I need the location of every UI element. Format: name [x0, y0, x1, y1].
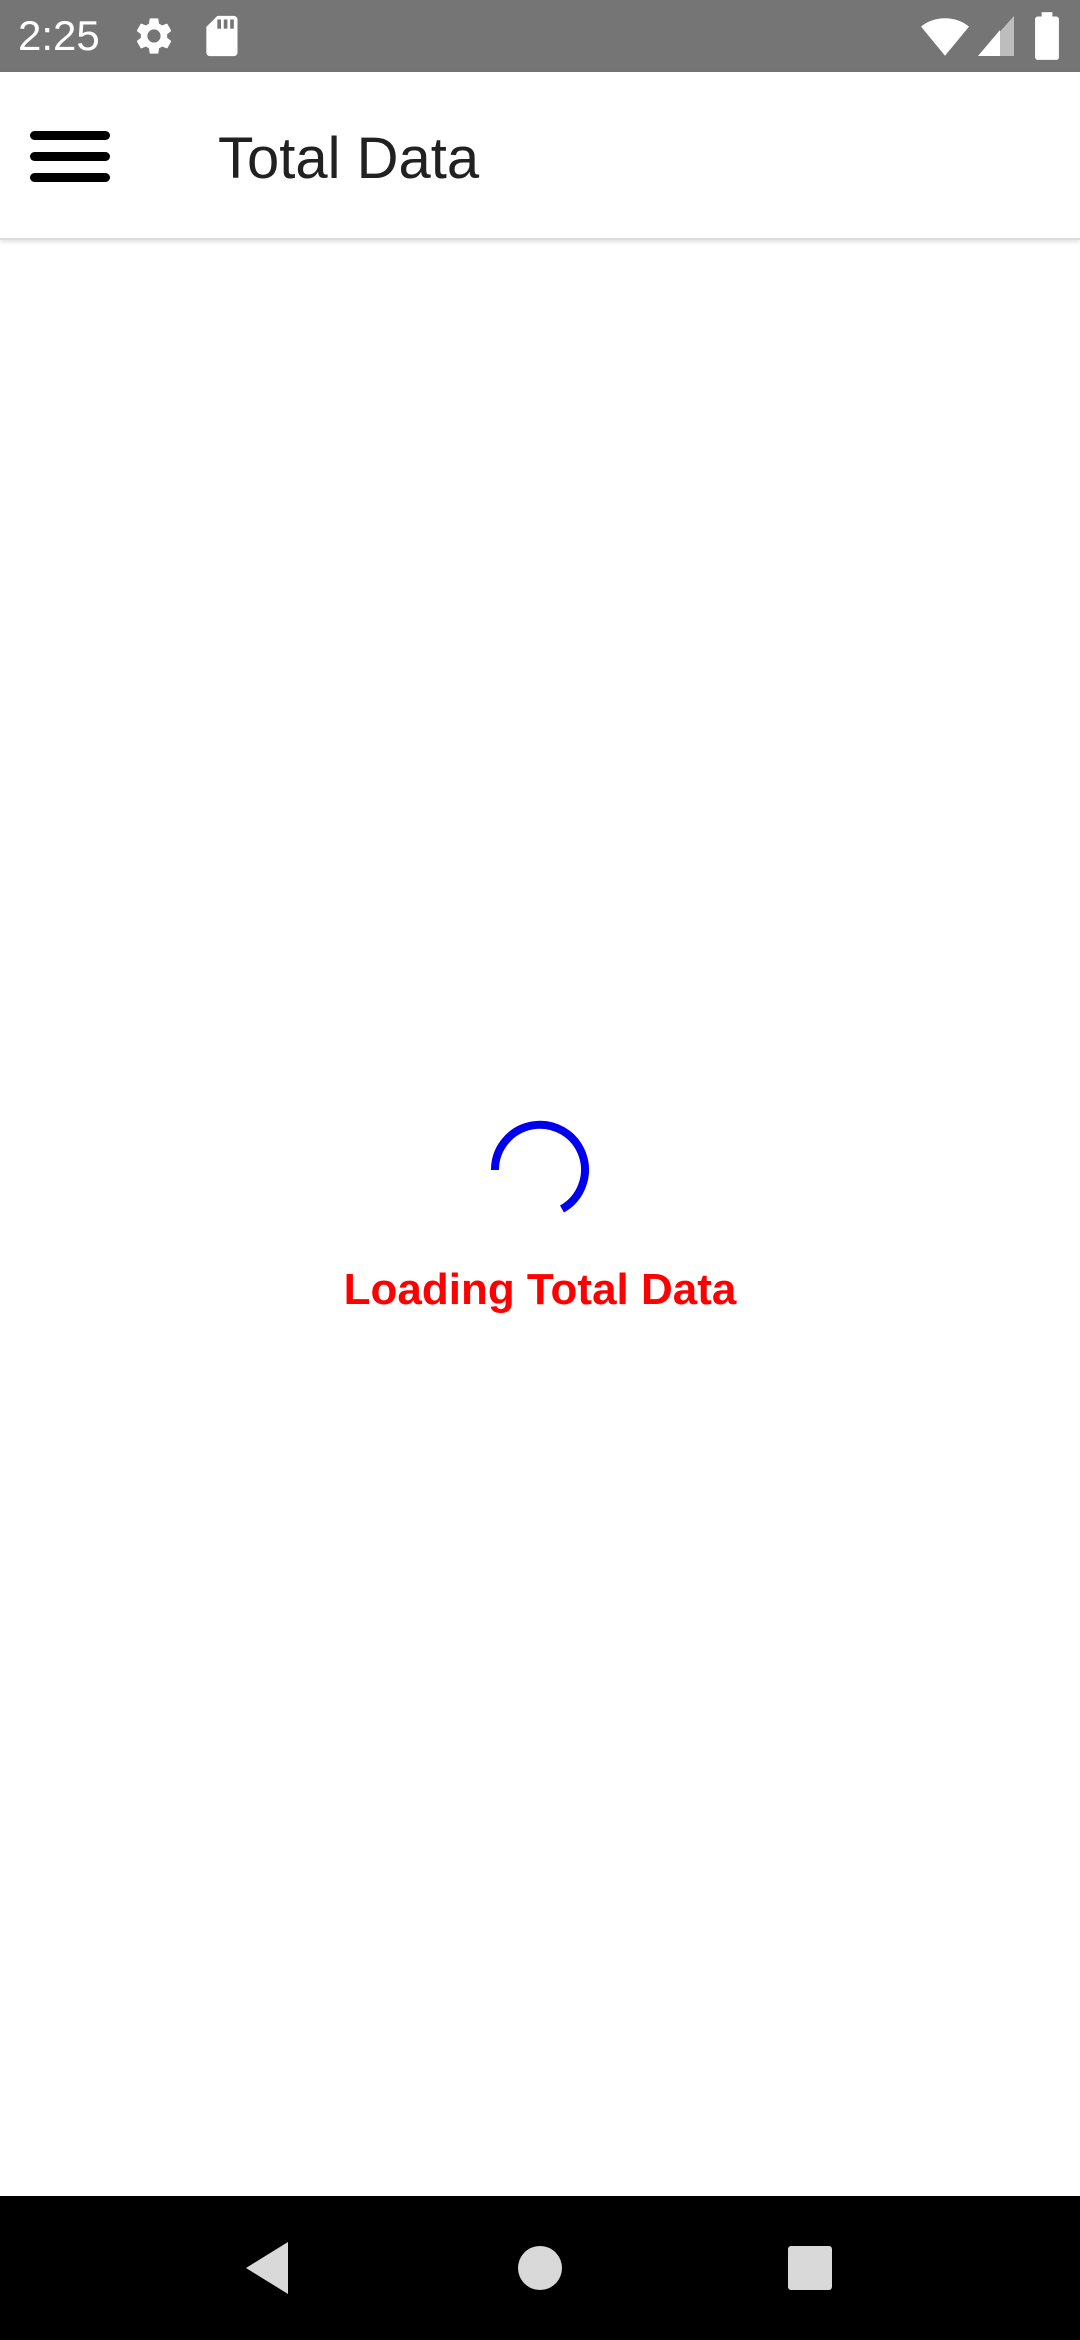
- wifi-icon: [921, 18, 969, 56]
- loading-panel: Loading Total Data: [0, 1120, 1080, 1360]
- loading-spinner-icon: [490, 1120, 589, 1213]
- loading-message: Loading Total Data: [343, 1265, 737, 1314]
- page-title: Total Data: [218, 126, 480, 191]
- recents-icon[interactable]: [778, 2236, 842, 2300]
- menu-button[interactable]: [22, 114, 118, 198]
- status-bar: 2:25: [0, 0, 1080, 72]
- status-time: 2:25: [18, 12, 100, 59]
- app-bar: Total Data: [0, 72, 1080, 240]
- hamburger-menu-icon-line: [30, 151, 110, 161]
- signal-icon: [978, 16, 1014, 56]
- hamburger-menu-icon-line: [30, 172, 110, 182]
- sd-card-icon: [206, 15, 238, 57]
- home-icon[interactable]: [508, 2236, 572, 2300]
- navigation-bar: [0, 2196, 1080, 2340]
- hamburger-menu-icon: [30, 130, 110, 140]
- gear-icon: [136, 18, 172, 54]
- back-icon[interactable]: [238, 2236, 302, 2300]
- battery-icon: [1035, 12, 1059, 60]
